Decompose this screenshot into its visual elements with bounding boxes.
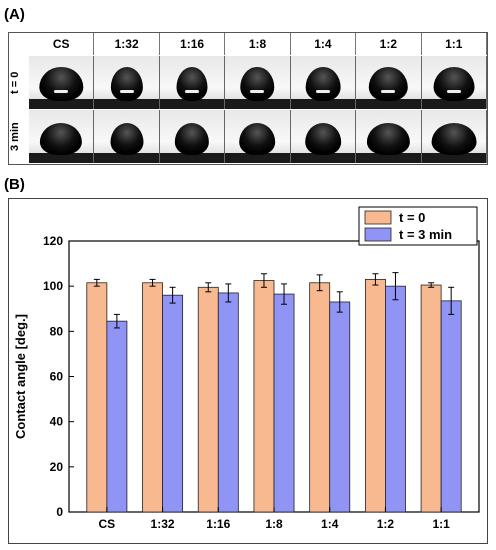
photo-column-header: 1:8 xyxy=(225,33,291,55)
substrate-surface xyxy=(29,153,94,163)
droplet-photo-3min xyxy=(225,110,291,163)
photo-column-header: 1:4 xyxy=(291,33,357,55)
water-droplet xyxy=(369,67,408,101)
bar-3min xyxy=(329,301,351,513)
droplet-photo-t0 xyxy=(290,56,357,109)
x-tick-label: 1:32 xyxy=(151,517,175,531)
droplet-reflection xyxy=(250,90,265,93)
substrate-surface xyxy=(290,99,356,109)
photo-row-label-3min: 3 min xyxy=(9,122,21,152)
substrate-surface xyxy=(225,99,290,109)
substrate-surface xyxy=(356,153,421,163)
photo-column-header: 1:1 xyxy=(422,33,487,55)
substrate-surface xyxy=(356,99,421,109)
y-tick-label: 40 xyxy=(50,415,64,429)
droplet-photo-t0 xyxy=(159,56,226,109)
droplet-photo-t0 xyxy=(94,56,160,109)
droplet-photo-t0 xyxy=(356,56,422,109)
legend-label: t = 0 xyxy=(399,210,425,225)
substrate-surface xyxy=(159,153,225,163)
water-droplet xyxy=(39,67,83,101)
bar-t0 xyxy=(309,282,331,513)
y-tick-label: 120 xyxy=(43,234,63,248)
substrate-surface xyxy=(225,153,290,163)
photo-column-header: 1:16 xyxy=(160,33,226,55)
water-droplet xyxy=(176,67,208,101)
water-droplet xyxy=(240,67,275,101)
bar-3min xyxy=(440,300,462,513)
droplet-reflection xyxy=(119,90,134,93)
substrate-surface xyxy=(290,153,356,163)
x-tick-label: 1:16 xyxy=(206,517,230,531)
photo-column-header: 1:32 xyxy=(94,33,160,55)
photo-column-header: 1:2 xyxy=(356,33,422,55)
legend-swatch xyxy=(364,227,392,242)
legend-swatch xyxy=(364,210,392,225)
panel-b-label: (B) xyxy=(4,176,25,193)
bar-3min xyxy=(385,285,406,513)
droplet-photo-3min xyxy=(290,110,357,163)
photo-column-headers: CS 1:32 1:16 1:8 1:4 1:2 1:1 xyxy=(29,33,487,55)
droplet-reflection xyxy=(446,90,461,93)
y-tick-label: 100 xyxy=(43,279,63,293)
water-droplet xyxy=(174,123,210,155)
photo-column-header: CS xyxy=(29,33,95,55)
water-droplet xyxy=(40,123,83,155)
bar-3min xyxy=(273,293,295,513)
water-droplet xyxy=(305,67,341,101)
bar-t0 xyxy=(253,280,275,513)
x-tick-label: 1:2 xyxy=(377,517,395,531)
substrate-surface xyxy=(29,99,94,109)
droplet-photo-3min xyxy=(94,110,160,163)
panel-a-label: (A) xyxy=(4,6,25,23)
y-tick-label: 60 xyxy=(50,370,64,384)
droplet-photo-t0 xyxy=(225,56,291,109)
contact-angle-bar-chart: 0 20 40 60 80 100 120 Contact angle [deg.] CS 1:3… xyxy=(13,206,480,531)
water-droplet xyxy=(433,67,475,101)
droplet-reflection xyxy=(381,90,396,93)
x-tick-label: 1:1 xyxy=(432,517,450,531)
legend-label: t = 3 min xyxy=(399,227,452,242)
droplet-photo-3min xyxy=(159,110,226,163)
bar-t0 xyxy=(364,278,386,513)
y-tick-label: 0 xyxy=(56,505,63,519)
bar-3min xyxy=(106,320,128,513)
contact-angle-photo-grid: CS 1:32 1:16 1:8 1:4 1:2 1:1 t = 0 3 min xyxy=(8,32,488,165)
droplet-photo-t0 xyxy=(421,56,487,109)
bar-t0 xyxy=(197,286,219,513)
bar-3min xyxy=(217,292,239,513)
substrate-surface xyxy=(159,99,225,109)
y-tick-label: 20 xyxy=(50,460,64,474)
substrate-surface xyxy=(94,99,159,109)
contact-angle-chart-frame: 0 20 40 60 80 100 120 Contact angle [deg.] CS 1:3… xyxy=(8,198,488,544)
droplet-photo-t0 xyxy=(29,56,95,109)
droplet-photo-3min xyxy=(29,110,95,163)
x-tick-label: 1:8 xyxy=(265,517,283,531)
x-tick-label: 1:4 xyxy=(321,517,339,531)
water-droplet xyxy=(110,67,143,101)
substrate-surface xyxy=(421,99,486,109)
water-droplet xyxy=(305,123,341,155)
bar-t0 xyxy=(86,282,108,513)
x-tick-label: CS xyxy=(99,517,116,531)
water-droplet xyxy=(239,123,276,155)
substrate-surface xyxy=(421,153,486,163)
substrate-surface xyxy=(94,153,159,163)
water-droplet xyxy=(110,123,144,155)
water-droplet xyxy=(367,123,410,155)
photo-row-label-t0: t = 0 xyxy=(9,71,21,95)
droplet-reflection xyxy=(315,90,330,93)
y-axis-title: Contact angle [deg.] xyxy=(13,314,28,439)
droplet-photo-3min xyxy=(421,110,487,163)
droplet-photo-3min xyxy=(356,110,422,163)
droplet-reflection xyxy=(185,90,200,93)
water-droplet xyxy=(431,123,477,155)
bar-t0 xyxy=(142,282,163,513)
y-tick-label: 80 xyxy=(50,324,64,338)
droplet-reflection xyxy=(54,90,69,93)
bar-t0 xyxy=(420,284,442,513)
bar-3min xyxy=(162,294,184,513)
